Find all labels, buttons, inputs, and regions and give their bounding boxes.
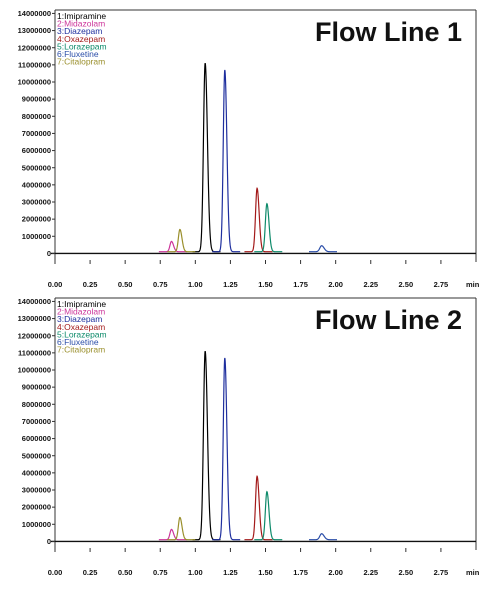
x-tick-label: 1.00	[188, 568, 203, 577]
x-tick-label: 1.00	[188, 280, 203, 289]
x-tick-label: 1.75	[293, 280, 308, 289]
series-trace-lorazepam	[254, 202, 283, 253]
y-tick-label: 6000000	[22, 146, 51, 155]
y-tick-label: 1000000	[22, 232, 51, 241]
y-tick-label: 14000000	[18, 9, 51, 18]
series-trace-citalopram	[167, 228, 196, 253]
legend-entry-diazepam: 3:Diazepam	[57, 26, 102, 36]
legend-entry-oxazepam: 4:Oxazepam	[57, 34, 105, 44]
y-tick-label: 12000000	[18, 43, 51, 52]
y-tick-label: 6000000	[22, 434, 51, 443]
x-tick-label: 0.00	[48, 280, 63, 289]
x-tick-label: 0.25	[83, 568, 98, 577]
y-tick-label: 2000000	[22, 215, 51, 224]
y-tick-label: 7000000	[22, 129, 51, 138]
series-trace-midazolam	[158, 528, 187, 541]
series-trace-diazepam	[212, 69, 241, 253]
legend-entry-diazepam: 3:Diazepam	[57, 314, 102, 324]
y-tick-label: 9000000	[22, 95, 51, 104]
x-axis-unit-label: min	[466, 280, 480, 289]
x-tick-label: 2.75	[434, 280, 449, 289]
y-tick-label: 8000000	[22, 400, 51, 409]
legend-entry-citalopram: 7:Citalopram	[57, 57, 105, 67]
y-tick-label: 1000000	[22, 520, 51, 529]
panel-title: Flow Line 1	[315, 17, 462, 47]
legend-entry-fluxetine: 6:Fluxetine	[57, 49, 99, 59]
x-tick-label: 1.50	[258, 280, 273, 289]
y-tick-label: 8000000	[22, 112, 51, 121]
series-trace-oxazepam	[244, 474, 273, 541]
x-tick-label: 0.00	[48, 568, 63, 577]
series-trace-imipramine	[192, 62, 221, 253]
chart-panel-2: 0 1000000 2000000 3000000 4000000 5000000 6000…	[18, 297, 480, 577]
x-axis-unit-label: min	[466, 568, 480, 577]
y-tick-label: 2000000	[22, 503, 51, 512]
y-tick-label: 10000000	[18, 78, 51, 87]
legend-entry-citalopram: 7:Citalopram	[57, 345, 105, 355]
series-trace-midazolam	[158, 240, 187, 253]
y-tick-label: 9000000	[22, 383, 51, 392]
y-tick-label: 11000000	[18, 60, 51, 69]
x-tick-label: 0.50	[118, 280, 133, 289]
legend-entry-oxazepam: 4:Oxazepam	[57, 322, 105, 332]
x-tick-label: 1.50	[258, 568, 273, 577]
legend-entry-imipramine: 1:Imipramine	[57, 11, 106, 21]
legend-entry-midazolam: 2:Midazolam	[57, 19, 105, 29]
series-trace-fluxetine	[309, 533, 337, 541]
y-tick-label: 0	[47, 537, 51, 546]
x-tick-label: 2.50	[399, 568, 414, 577]
x-tick-label: 2.75	[434, 568, 449, 577]
y-tick-label: 13000000	[18, 314, 51, 323]
x-tick-label: 0.50	[118, 568, 133, 577]
x-tick-label: 2.00	[328, 568, 343, 577]
legend-entry-lorazepam: 5:Lorazepam	[57, 329, 107, 339]
y-tick-label: 0	[47, 249, 51, 258]
y-tick-label: 14000000	[18, 297, 51, 306]
x-tick-label: 1.25	[223, 568, 238, 577]
series-trace-citalopram	[167, 516, 196, 541]
legend-entry-midazolam: 2:Midazolam	[57, 307, 105, 317]
x-tick-label: 0.75	[153, 568, 168, 577]
y-tick-label: 10000000	[18, 366, 51, 375]
x-tick-label: 1.75	[293, 568, 308, 577]
x-tick-label: 2.50	[399, 280, 414, 289]
legend-entry-fluxetine: 6:Fluxetine	[57, 337, 99, 347]
series-trace-imipramine	[192, 350, 221, 541]
x-tick-label: 2.00	[328, 280, 343, 289]
chart-panel-1: 0 1000000 2000000 3000000 4000000 5000000 6000…	[18, 9, 480, 289]
x-tick-label: 1.25	[223, 280, 238, 289]
y-tick-label: 3000000	[22, 486, 51, 495]
y-tick-label: 12000000	[18, 331, 51, 340]
x-tick-label: 0.25	[83, 280, 98, 289]
series-trace-oxazepam	[244, 186, 273, 253]
series-trace-fluxetine	[309, 245, 337, 253]
y-tick-label: 13000000	[18, 26, 51, 35]
y-tick-label: 4000000	[22, 468, 51, 477]
legend-entry-imipramine: 1:Imipramine	[57, 299, 106, 309]
x-tick-label: 0.75	[153, 280, 168, 289]
y-tick-label: 7000000	[22, 417, 51, 426]
series-trace-diazepam	[212, 357, 241, 541]
legend-entry-lorazepam: 5:Lorazepam	[57, 41, 107, 51]
y-tick-label: 11000000	[18, 348, 51, 357]
series-trace-lorazepam	[254, 490, 283, 541]
x-tick-label: 2.25	[363, 568, 378, 577]
x-tick-label: 2.25	[363, 280, 378, 289]
y-tick-label: 4000000	[22, 180, 51, 189]
y-tick-label: 3000000	[22, 198, 51, 207]
y-tick-label: 5000000	[22, 451, 51, 460]
panel-title: Flow Line 2	[315, 305, 462, 335]
y-tick-label: 5000000	[22, 163, 51, 172]
